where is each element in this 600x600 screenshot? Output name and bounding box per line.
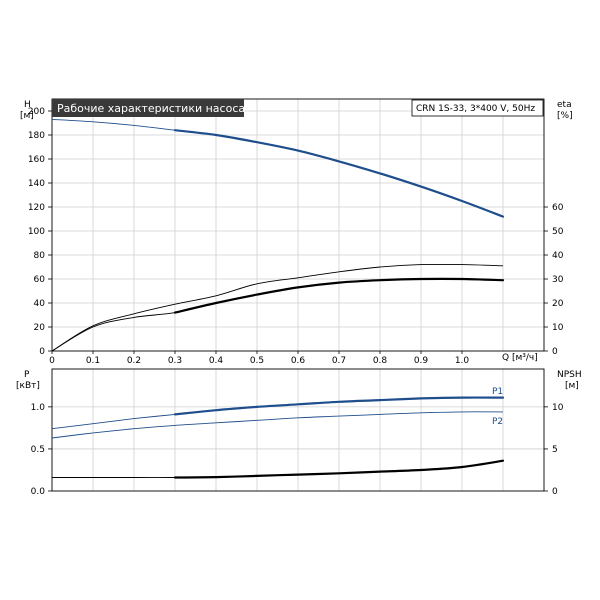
curve-NPSH-bold [173,459,505,479]
right-tick-label: 60 [552,203,564,213]
x-tick-label: 0 [49,356,55,366]
curve-P2-thin [51,411,504,439]
model-box [411,99,544,117]
performance-panel: Рабочие характеристики насоса CRN 1S-33,… [20,98,573,366]
right-tick-label: 30 [552,275,564,285]
left-tick-label: 180 [28,131,45,141]
left-tick-label: 0.5 [31,445,45,455]
top-right-ticks: 0 10 20 30 40 50 60 [544,203,564,357]
bottom-grid [52,369,544,491]
x-tick-label: 0.4 [209,356,224,366]
top-left-ticks: 0 20 40 60 80 100 120 140 160 180 200 [28,107,52,357]
x-tick-label: 0.8 [373,356,388,366]
title-box [52,99,244,117]
left-tick-label: 140 [28,179,45,189]
eta-axis-unit: [%] [557,111,573,121]
curve-H-bold [173,129,505,218]
right-tick-label: 10 [552,403,564,413]
left-tick-label: 100 [28,227,45,237]
curve-P1-bold [173,396,505,416]
x-tick-label: 0.1 [86,356,100,366]
left-tick-label: 80 [34,251,46,261]
bottom-right-ticks: 0 5 10 [544,403,564,497]
h-axis-label: H [24,100,31,110]
x-tick-label: 0.7 [332,356,346,366]
left-tick-label: 60 [34,275,46,285]
top-curves [51,118,505,352]
left-tick-label: 20 [34,323,46,333]
curve-P1-thin [51,397,504,430]
p-axis-unit: [кВт] [16,381,40,391]
curve-eta_thin-thin [51,263,504,352]
p-axis-label: P [24,370,30,380]
curve-eta_bold-bold [173,277,505,314]
npsh-axis-label: NPSH [557,370,582,380]
right-tick-label: 20 [552,299,564,309]
model-label: CRN 1S-33, 3*400 V, 50Hz [416,104,535,114]
left-tick-label: 120 [28,203,45,213]
top-grid [52,99,544,351]
x-tick-label: 1.0 [455,356,470,366]
right-tick-label: 40 [552,251,564,261]
x-tick-label: 0.5 [250,356,264,366]
right-tick-label: 10 [552,323,564,333]
x-tick-label: 0.6 [291,356,306,366]
bottom-curves [51,396,505,479]
right-tick-label: 0 [552,347,558,357]
curve-H-thin [51,118,504,218]
p2-curve-label: P2 [492,417,503,427]
top-x-ticks: 0 0.1 0.2 0.3 0.4 0.5 0.6 0.7 0.8 0.9 1.0 [49,351,469,366]
x-tick-label: 0.3 [168,356,182,366]
curve-eta_bold-thin [51,278,504,352]
right-tick-label: 50 [552,227,564,237]
bottom-left-ticks: 0.0 0.5 1.0 [31,403,52,497]
left-tick-label: 0 [39,347,45,357]
x-tick-label: 0.2 [127,356,141,366]
power-npsh-panel: P [кВт] NPSH [м] 0.0 0.5 1.0 0 5 10 P1 P2 [16,368,582,497]
chart-title: Рабочие характеристики насоса [57,102,245,115]
p1-curve-label: P1 [492,387,503,397]
right-tick-label: 0 [552,487,558,497]
h-axis-unit: [м] [20,111,34,121]
right-tick-label: 5 [552,445,558,455]
q-axis-label: Q [м³/ч] [502,353,538,363]
left-tick-label: 200 [28,107,45,117]
left-tick-label: 160 [28,155,45,165]
npsh-axis-unit: [м] [565,381,579,391]
left-tick-label: 0.0 [31,487,46,497]
eta-axis-label: eta [557,100,572,110]
bottom-frame [51,368,545,492]
left-tick-label: 40 [34,299,46,309]
x-tick-label: 0.9 [414,356,429,366]
left-tick-label: 1.0 [31,403,46,413]
